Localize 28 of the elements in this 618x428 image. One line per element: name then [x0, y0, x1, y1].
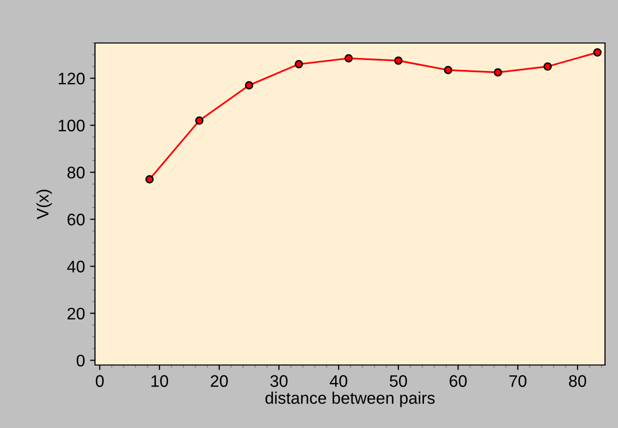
y-tick-label: 60 [68, 214, 85, 226]
x-tick-label: 50 [390, 375, 407, 387]
point [344, 54, 353, 62]
x-tick-label: 60 [450, 375, 467, 387]
point [544, 62, 552, 71]
x-axis-title: distance between pairs [265, 392, 435, 408]
y-tick-label: 100 [58, 120, 85, 132]
x-tick-label: 20 [210, 375, 228, 387]
x-tick-label: 30 [270, 375, 288, 387]
point [244, 81, 254, 90]
y-axis-title: V(x) [36, 190, 52, 220]
point [394, 56, 403, 65]
x-tick-label: 10 [152, 375, 168, 387]
point [294, 60, 303, 68]
x-tick-label: 0 [96, 375, 104, 387]
y-tick-label: 40 [67, 260, 85, 272]
point [494, 68, 502, 77]
point [593, 48, 602, 57]
y-tick-label: 120 [58, 72, 85, 84]
y-tick-label: 20 [68, 308, 85, 320]
x-tick-label: 70 [509, 375, 526, 387]
point [145, 175, 154, 184]
x-tick-label: 40 [330, 375, 348, 387]
point [444, 66, 452, 74]
y-tick-label: 0 [76, 354, 85, 366]
y-tick-label: 80 [67, 166, 85, 178]
point [195, 116, 204, 125]
x-tick-label: 80 [568, 375, 586, 387]
